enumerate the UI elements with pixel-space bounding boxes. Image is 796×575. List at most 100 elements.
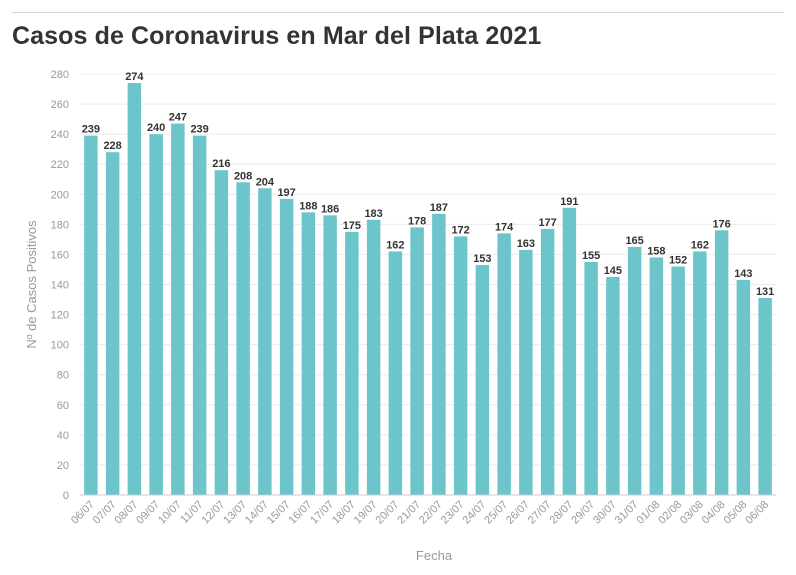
bar [758,298,772,495]
y-tick-label: 220 [51,159,69,171]
y-tick-label: 60 [57,400,69,412]
data-label: 163 [517,238,535,250]
x-tick-label: 27/07 [526,499,554,527]
bar [279,198,294,495]
y-tick-label: 100 [51,340,69,352]
data-label: 152 [669,254,687,266]
x-tick-label: 07/07 [91,499,119,527]
x-tick-label: 12/07 [200,499,228,527]
x-tick-label: 15/07 [265,499,293,527]
data-label: 216 [212,158,230,170]
data-label: 188 [299,200,317,212]
bar [453,236,468,495]
x-tick-label: 04/08 [700,499,728,527]
x-tick-label: 10/07 [156,499,184,527]
y-axis-ticks: 0 20 40 60 80 100 120 140 160 180 200 220 240 260 280 [51,69,69,502]
bar [432,213,446,495]
data-label: 131 [756,286,774,298]
bar [214,170,229,495]
x-tick-label: 05/08 [722,499,750,527]
x-tick-label: 08/07 [113,499,141,527]
data-label: 239 [82,124,100,136]
y-tick-label: 260 [51,99,69,111]
bar [366,219,381,495]
data-label: 239 [190,124,208,136]
data-label: 247 [169,112,187,124]
x-tick-label: 06/07 [69,499,97,527]
data-label: 155 [582,250,600,262]
bar [236,182,250,495]
data-label: 197 [277,187,295,199]
data-label: 143 [734,268,752,280]
data-label: 274 [125,71,144,83]
data-label: 172 [451,224,469,236]
x-tick-label: 22/07 [417,499,445,527]
y-tick-label: 200 [51,189,69,201]
bar [627,246,642,495]
x-axis-title: Fecha [416,548,453,563]
data-label: 158 [647,245,665,257]
y-tick-label: 180 [51,219,69,231]
x-tick-label: 02/08 [656,499,684,527]
y-tick-label: 20 [57,460,69,472]
data-label: 187 [430,202,448,214]
x-tick-label: 03/08 [678,499,706,527]
bar [693,251,707,495]
data-label: 208 [234,170,252,182]
x-tick-label: 23/07 [439,499,467,527]
bar [584,261,598,495]
bar [127,83,142,496]
bar [497,233,511,495]
bars [84,83,772,496]
y-tick-label: 80 [57,370,69,382]
x-tick-label: 26/07 [504,499,532,527]
x-tick-label: 21/07 [395,499,423,527]
x-tick-label: 28/07 [548,499,576,527]
bar [345,231,359,495]
x-tick-label: 13/07 [221,499,249,527]
bar [149,134,163,495]
y-tick-label: 140 [51,280,69,292]
x-tick-label: 31/07 [613,499,641,527]
x-tick-label: 17/07 [308,499,336,527]
bar [323,215,337,496]
data-label: 228 [103,140,121,152]
bar [649,257,664,495]
bar [171,123,185,495]
bar [606,276,620,495]
data-label: 162 [386,239,404,251]
data-label: 177 [538,217,556,229]
bar [519,249,533,495]
y-tick-label: 280 [51,69,69,81]
data-label: 153 [473,253,491,265]
chart-title: Casos de Coronavirus en Mar del Plata 20… [12,22,542,50]
bar [671,266,685,495]
bar [410,227,424,495]
x-tick-label: 19/07 [352,499,380,527]
data-label: 191 [560,196,578,208]
x-tick-label: 24/07 [461,499,489,527]
data-label: 165 [625,235,643,247]
bar [388,251,403,495]
y-tick-label: 0 [63,490,69,502]
bar [540,228,555,495]
x-tick-label: 14/07 [243,499,271,527]
x-axis-ticks: 06/0707/0708/0709/0710/0711/0712/0713/07… [69,499,771,527]
bar [105,152,120,495]
bar [562,207,577,495]
x-tick-label: 06/08 [743,499,771,527]
y-tick-label: 40 [57,430,69,442]
y-axis-title: Nº de Casos Positivos [24,220,39,349]
top-divider [12,12,784,13]
y-tick-label: 120 [51,310,69,322]
data-label: 204 [256,176,275,188]
x-tick-label: 11/07 [178,499,205,526]
data-label: 162 [691,239,709,251]
x-tick-label: 29/07 [569,499,597,527]
bar [475,264,490,495]
x-tick-label: 20/07 [374,499,402,527]
y-tick-label: 160 [51,249,69,261]
data-label: 145 [604,265,622,277]
